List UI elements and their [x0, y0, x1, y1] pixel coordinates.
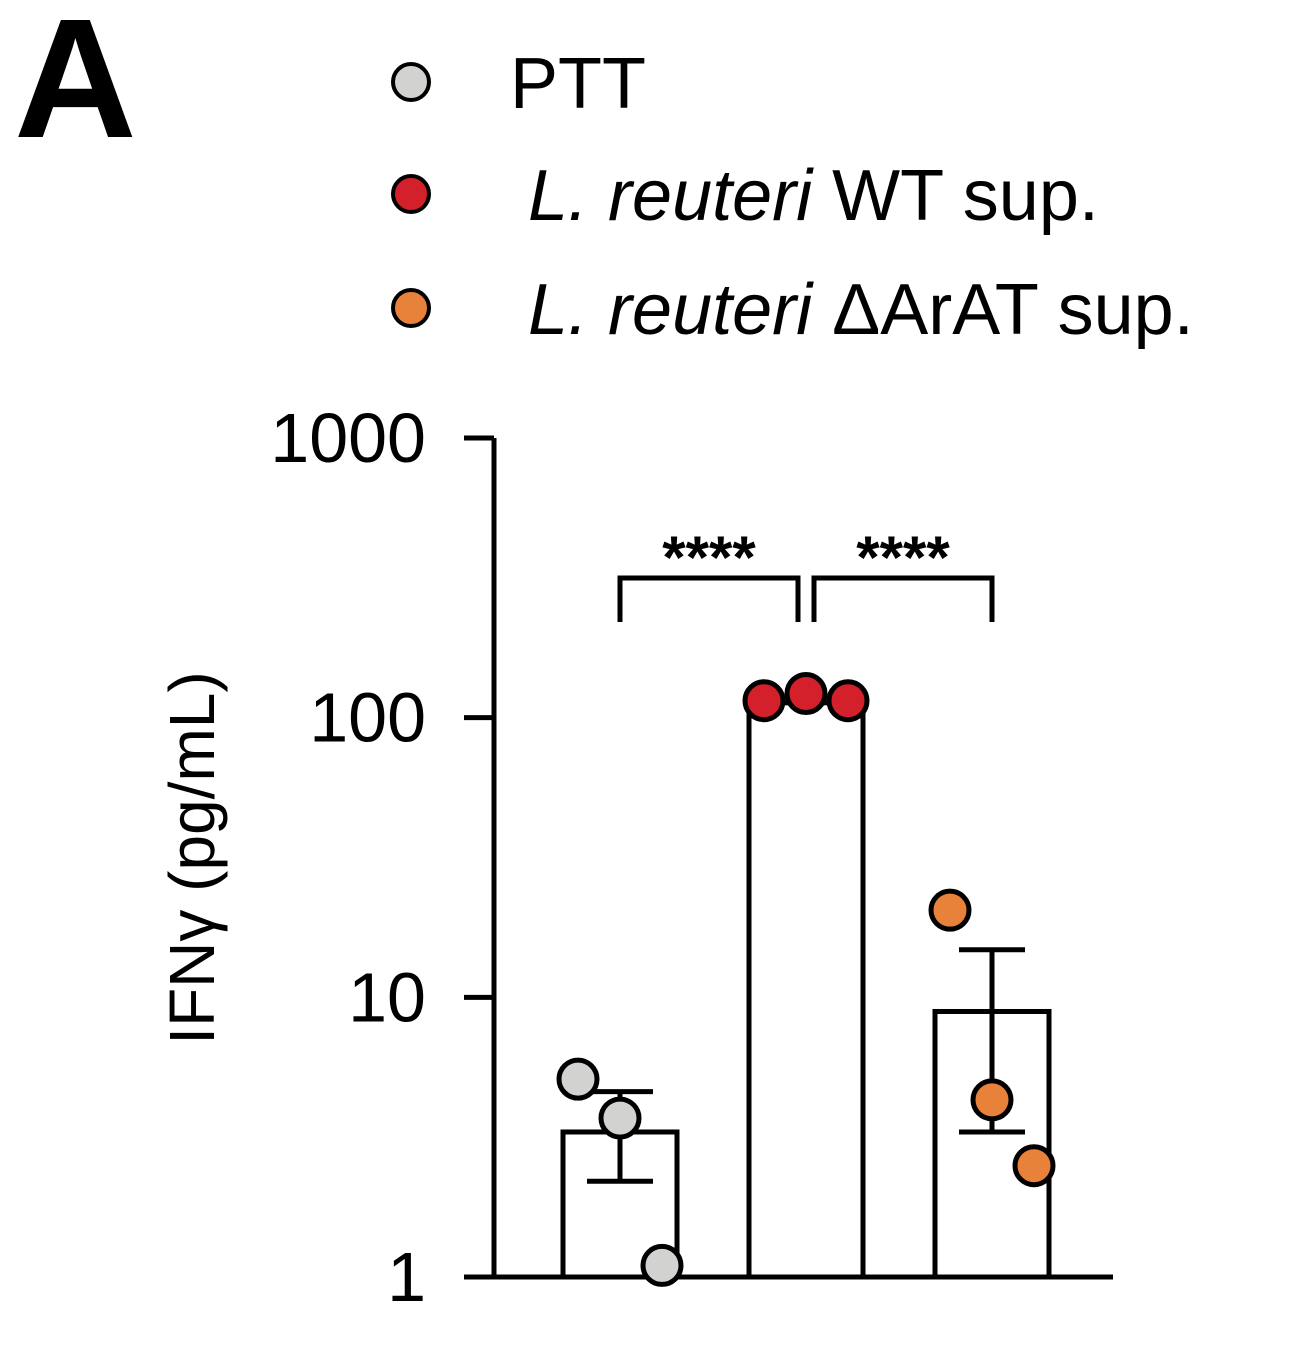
data-point	[928, 888, 972, 932]
legend-italic-arat: L. reuteri	[528, 270, 813, 350]
legend-item-ptt: PTT	[388, 44, 1308, 124]
data-point	[556, 1057, 600, 1101]
bars	[560, 700, 1052, 1280]
legend-marker-arat	[391, 288, 431, 328]
legend-item-wt: L. reuteri WT sup.	[388, 156, 1308, 236]
y-axis-label: IFNγ (pg/mL)	[156, 671, 228, 1044]
significance-brackets: **** ****	[617, 524, 995, 622]
data-point	[742, 679, 786, 723]
data-point	[598, 1096, 642, 1140]
bar	[746, 700, 866, 1280]
y-tick-label: 1000	[270, 399, 426, 477]
panel-label: A	[14, 0, 137, 174]
y-tick-label: 1	[387, 1238, 426, 1316]
legend-text-arat: ΔArAT sup.	[812, 270, 1194, 350]
significance-label: ****	[856, 524, 950, 591]
data-point	[826, 679, 870, 723]
data-point	[640, 1243, 684, 1287]
legend-marker-ptt	[391, 62, 431, 102]
data-point	[970, 1078, 1014, 1122]
data-points	[556, 672, 1056, 1287]
data-point	[784, 672, 828, 716]
significance-label: ****	[662, 524, 756, 591]
legend-marker-wt	[391, 174, 431, 214]
significance-bracket	[617, 575, 801, 622]
y-tick-label: 100	[309, 679, 426, 757]
legend-text-ptt: PTT	[510, 44, 646, 124]
legend-italic-wt: L. reuteri	[528, 156, 813, 236]
legend-item-arat: L. reuteri ΔArAT sup.	[388, 270, 1308, 350]
legend-label-arat: L. reuteri ΔArAT sup.	[528, 270, 1194, 350]
legend-label-ptt: PTT	[510, 44, 646, 124]
legend-label-wt: L. reuteri WT sup.	[528, 156, 1099, 236]
legend-text-wt: WT sup.	[812, 156, 1099, 236]
significance-bracket	[811, 575, 995, 622]
data-point	[1012, 1144, 1056, 1188]
y-tick-label: 10	[348, 958, 426, 1036]
